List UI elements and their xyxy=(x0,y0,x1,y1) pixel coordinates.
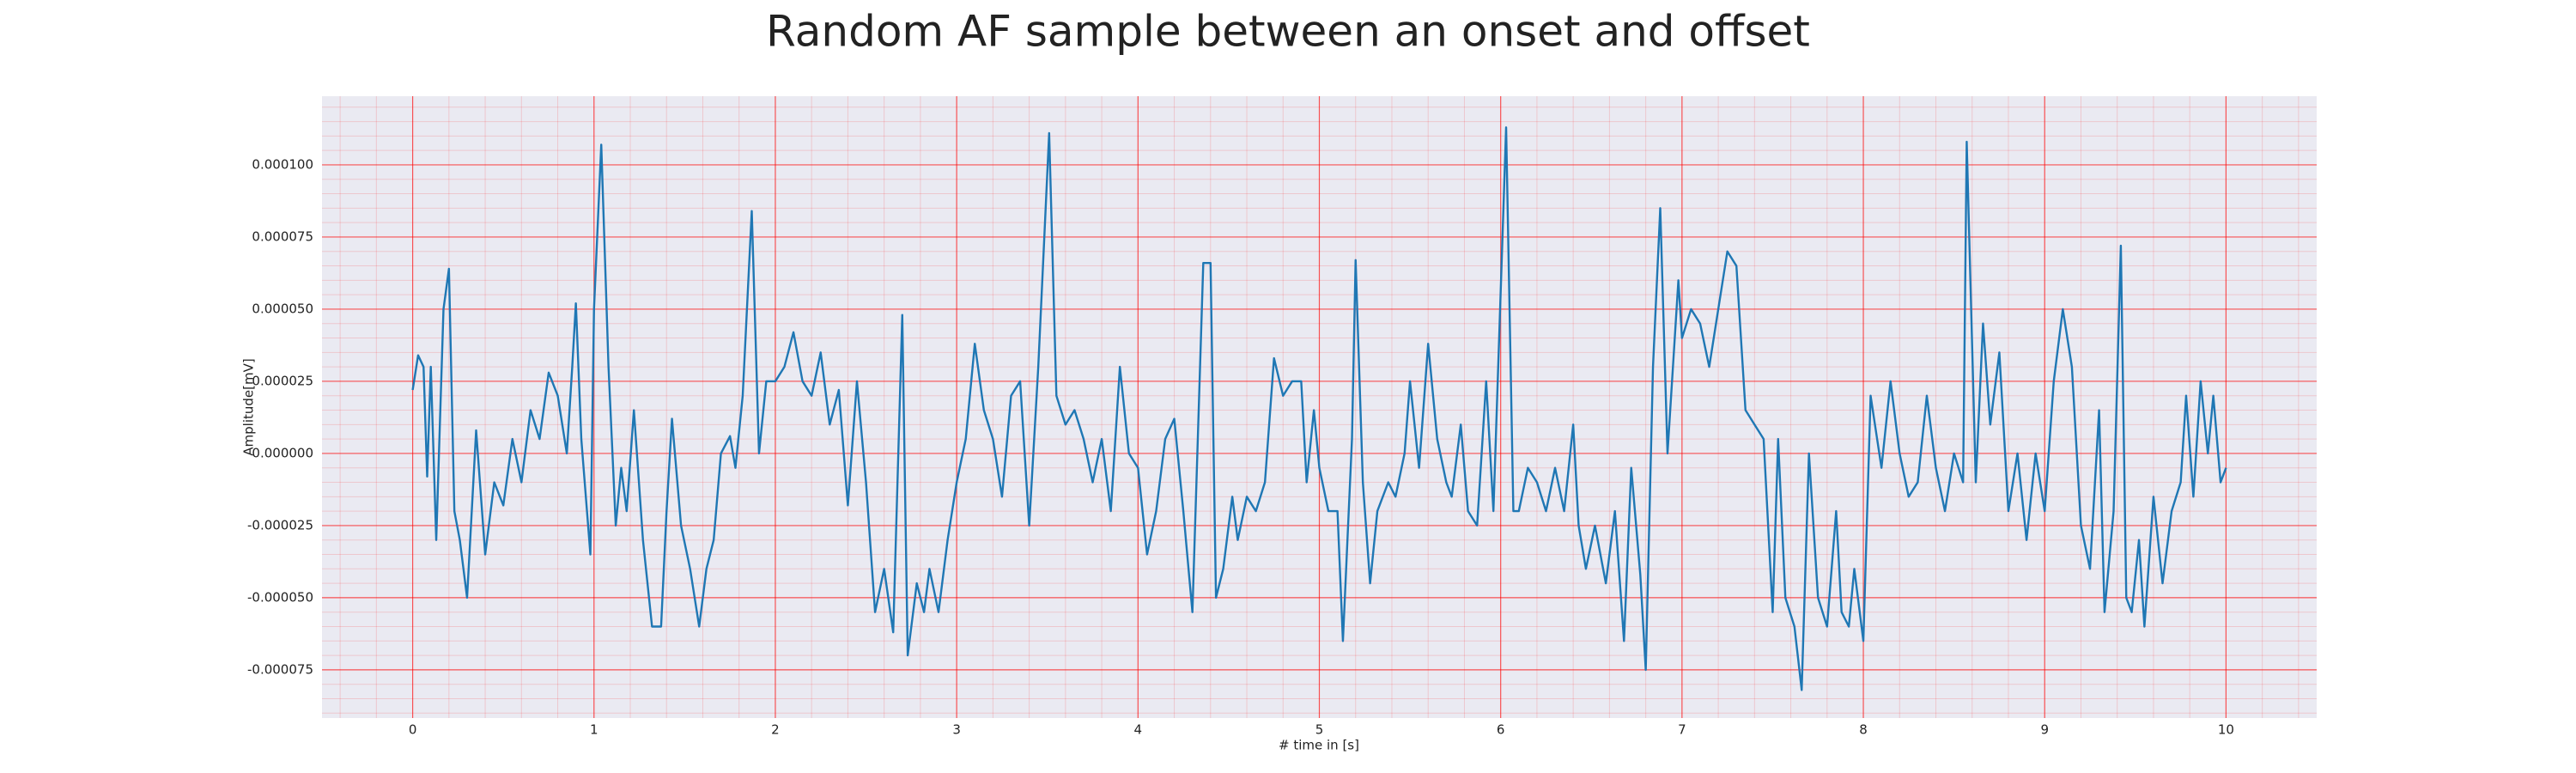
y-tick-label: 0.000100 xyxy=(252,156,313,172)
x-tick-label: 4 xyxy=(1134,722,1143,738)
y-tick-label: 0.000000 xyxy=(252,445,313,460)
signal-line xyxy=(411,126,2227,691)
chart-title: Random AF sample between an onset and of… xyxy=(766,7,1810,57)
x-tick-label: 3 xyxy=(952,722,961,738)
x-tick-label: 9 xyxy=(2040,722,2049,738)
y-axis-label: Amplitude[mV] xyxy=(241,358,257,455)
y-tick-label: 0.000050 xyxy=(252,301,313,316)
x-tick-label: 8 xyxy=(1859,722,1868,738)
x-tick-label: 2 xyxy=(771,722,780,738)
x-tick-label: 5 xyxy=(1315,722,1324,738)
y-tick-label: -0.000025 xyxy=(247,517,313,533)
x-tick-label: 1 xyxy=(590,722,598,738)
x-tick-label: 6 xyxy=(1497,722,1505,738)
x-tick-label: 7 xyxy=(1678,722,1686,738)
y-tick-label: 0.000025 xyxy=(252,373,313,388)
x-tick-label: 10 xyxy=(2218,722,2234,738)
x-axis-label: # time in [s] xyxy=(1279,738,1359,753)
y-tick-label: 0.000075 xyxy=(252,228,313,244)
x-tick-label: 0 xyxy=(409,722,417,738)
y-tick-label: -0.000050 xyxy=(247,589,313,605)
y-tick-label: -0.000075 xyxy=(247,661,313,677)
